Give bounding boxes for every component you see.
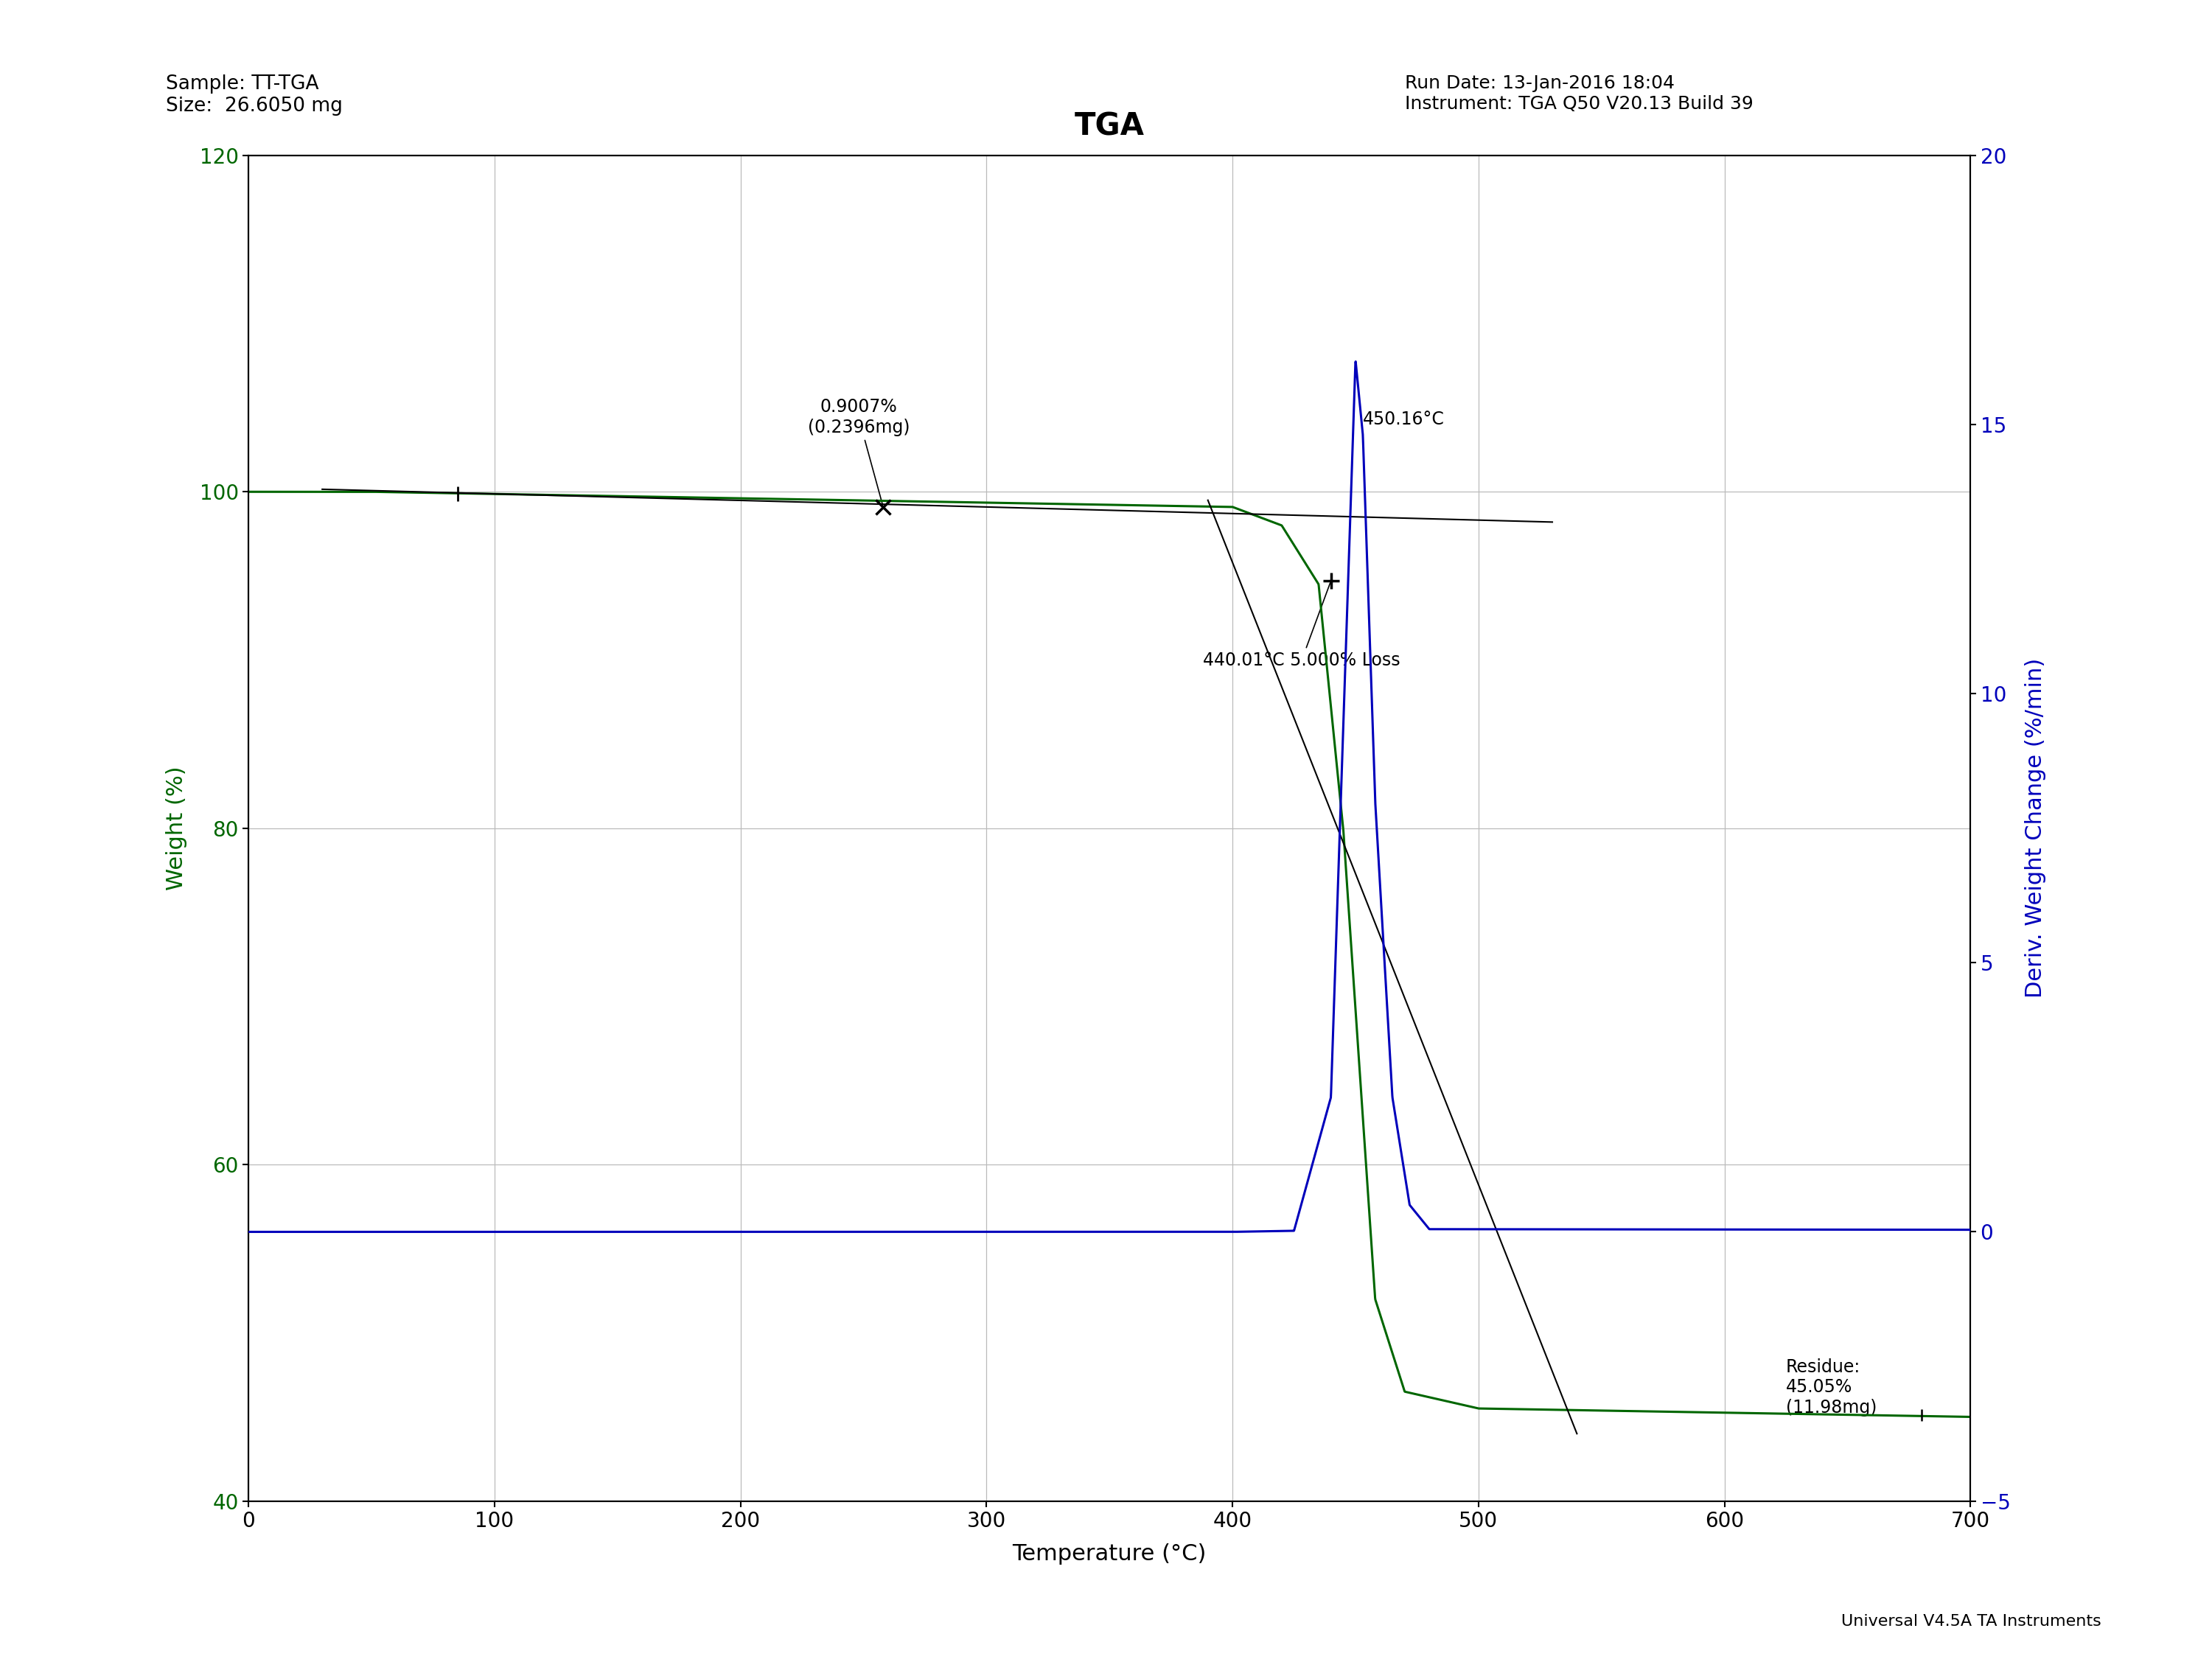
Text: 440.01°C 5.000% Loss: 440.01°C 5.000% Loss (1203, 582, 1400, 669)
Text: Run Date: 13-Jan-2016 18:04
Instrument: TGA Q50 V20.13 Build 39: Run Date: 13-Jan-2016 18:04 Instrument: … (1405, 75, 1754, 113)
Title: TGA: TGA (1075, 111, 1144, 141)
X-axis label: Temperature (°C): Temperature (°C) (1013, 1543, 1206, 1564)
Text: Residue:
45.05%
(11.98mg): Residue: 45.05% (11.98mg) (1785, 1359, 1878, 1417)
Text: Universal V4.5A TA Instruments: Universal V4.5A TA Instruments (1840, 1614, 2101, 1629)
Text: 450.16°C: 450.16°C (1363, 410, 1444, 428)
Text: Sample: TT-TGA
Size:  26.6050 mg: Sample: TT-TGA Size: 26.6050 mg (166, 75, 343, 116)
Text: 0.9007%
(0.2396mg): 0.9007% (0.2396mg) (807, 398, 909, 504)
Y-axis label: Weight (%): Weight (%) (166, 766, 188, 891)
Y-axis label: Deriv. Weight Change (%/min): Deriv. Weight Change (%/min) (2024, 659, 2046, 999)
